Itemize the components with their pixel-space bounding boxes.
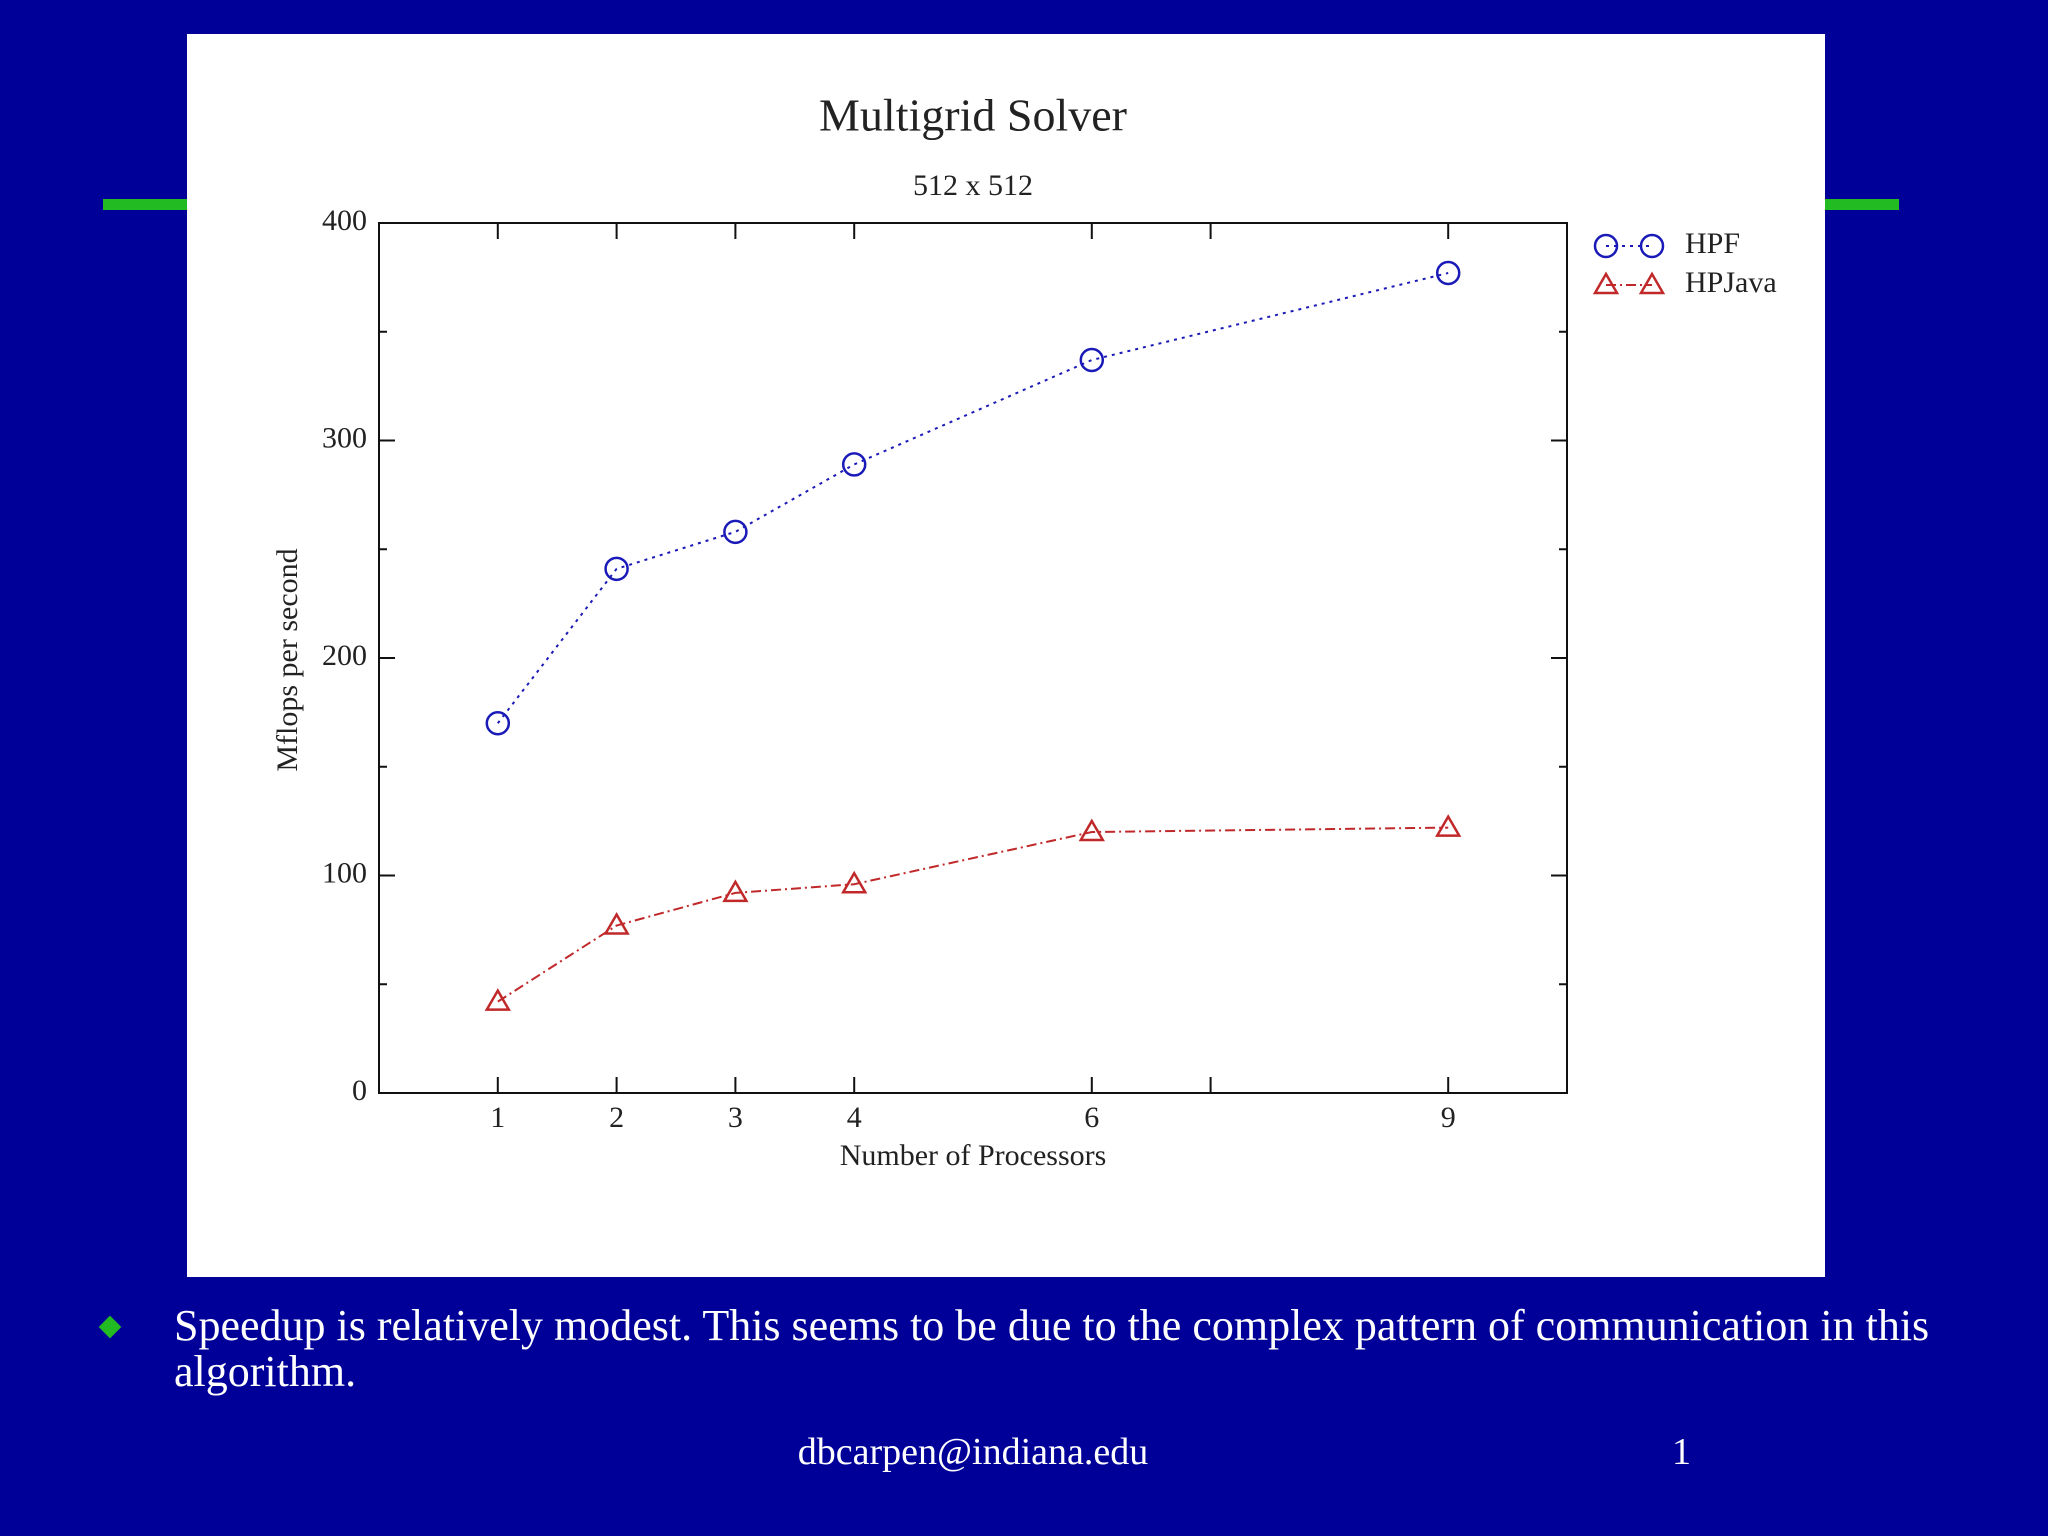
x-tick-label: 1 — [490, 1101, 505, 1134]
legend-marker — [1638, 271, 1666, 295]
data-point — [722, 879, 749, 903]
legend-label: HPJava — [1685, 266, 1777, 299]
x-tick-label: 2 — [609, 1101, 624, 1134]
legend-marker — [1593, 233, 1619, 259]
data-point — [603, 912, 630, 935]
bullet-text: Speedup is relatively modest. This seems… — [174, 1301, 1930, 1396]
data-point — [1079, 347, 1105, 373]
x-tick-label: 3 — [728, 1101, 743, 1134]
page-number: 1 — [1672, 1431, 1691, 1473]
data-point — [485, 711, 511, 736]
y-axis-label: Mflops per second — [271, 548, 304, 771]
data-point — [1435, 260, 1461, 286]
x-tick-label: 4 — [847, 1101, 862, 1134]
x-tick-label: 9 — [1441, 1101, 1456, 1134]
y-tick-label: 200 — [322, 639, 367, 672]
footer: dbcarpen@indiana.edu — [797, 1431, 1149, 1473]
data-point — [604, 556, 629, 582]
y-tick-label: 100 — [322, 856, 367, 889]
series-line — [497, 826, 1449, 1003]
y-tick-label: 0 — [352, 1074, 367, 1107]
data-point — [1435, 814, 1462, 837]
chart-panel — [187, 34, 1825, 1277]
data-point — [841, 870, 868, 894]
y-tick-label: 300 — [322, 421, 367, 454]
data-point — [1078, 818, 1105, 842]
y-tick-label: 400 — [322, 204, 367, 237]
data-point — [723, 519, 748, 545]
data-point — [841, 452, 867, 477]
chart-subtitle: 512 x 512 — [913, 169, 1033, 202]
legend-marker — [1639, 233, 1665, 259]
legend-marker — [1592, 271, 1620, 295]
chart-title: Multigrid Solver — [819, 90, 1127, 141]
x-tick-label: 6 — [1084, 1101, 1099, 1134]
legend-label: HPF — [1685, 227, 1740, 260]
series-line — [497, 272, 1449, 724]
data-point — [484, 988, 511, 1011]
plot-frame — [378, 222, 1568, 1094]
x-axis-label: Number of Processors — [840, 1139, 1107, 1172]
